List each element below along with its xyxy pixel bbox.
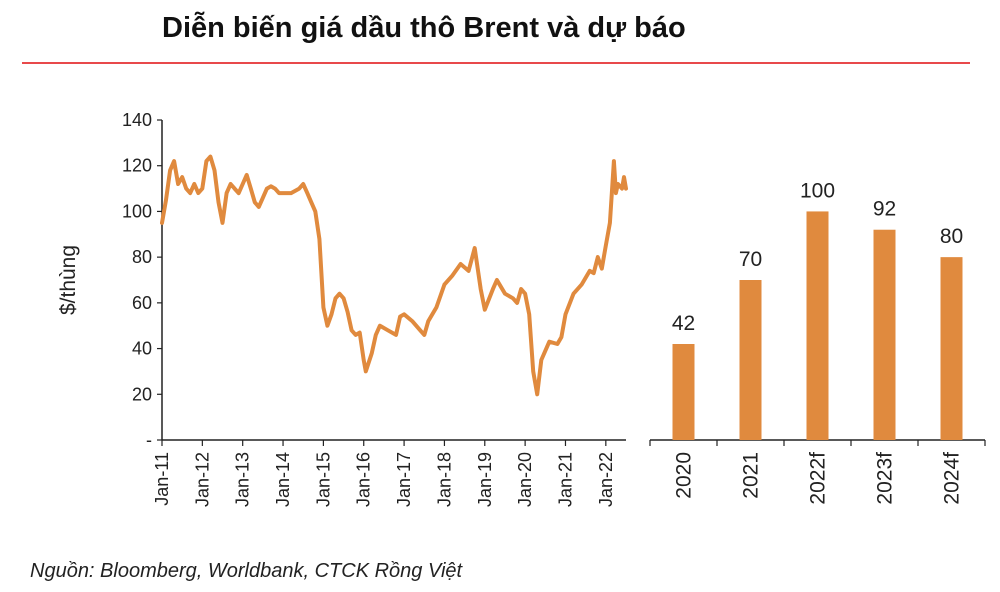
x-tick-label: Jan-17 — [394, 452, 414, 507]
bar-value-label: 92 — [873, 198, 896, 221]
bar-value-label: 70 — [739, 248, 762, 271]
x-tick-label: Jan-13 — [233, 452, 253, 507]
x-tick-label: Jan-18 — [434, 452, 454, 507]
x-tick-label: Jan-16 — [354, 452, 374, 507]
x-tick-label: Jan-11 — [152, 452, 172, 506]
brent-price-series — [160, 154, 628, 397]
bar-value-label: 100 — [800, 179, 835, 202]
brent-price-line-chart: - 20 40 60 80 100 120 140 Jan-11 Jan-12 Jan-13 Jan-… — [57, 110, 628, 507]
x-tick-label: Jan-14 — [273, 452, 293, 507]
bar-category-label: 2022f — [807, 452, 830, 505]
y-tick-label: 120 — [122, 156, 152, 176]
forecast-bar-2021 — [739, 280, 762, 440]
forecast-bar-chart: 42 2020 70 2021 100 2022f 92 2023f 80 2024f — [649, 179, 986, 505]
bar-category-label: 2020 — [673, 452, 696, 499]
x-tick-label: Jan-12 — [192, 452, 212, 507]
x-tick-label: Jan-15 — [313, 452, 333, 507]
y-tick-label: 40 — [132, 339, 152, 359]
bar-category-label: 2021 — [740, 452, 763, 499]
forecast-bar-2023f — [873, 229, 896, 440]
forecast-bar-2020 — [672, 344, 695, 440]
y-tick-label: - — [146, 430, 152, 450]
forecast-bar-2024f — [940, 257, 963, 440]
chart-title: Diễn biến giá dầu thô Brent và dự báo — [162, 12, 686, 44]
x-tick-label: Jan-21 — [555, 452, 575, 507]
x-tick-label: Jan-22 — [596, 452, 616, 507]
title-divider — [22, 62, 970, 64]
y-axis-title: $/thùng — [57, 245, 80, 315]
forecast-bar-2022f — [806, 211, 829, 440]
bar-category-label: 2024f — [941, 452, 964, 505]
bar-value-label: 80 — [940, 225, 963, 248]
x-tick-label: Jan-19 — [475, 452, 495, 507]
y-tick-label: 80 — [132, 247, 152, 267]
bar-category-label: 2023f — [874, 452, 897, 505]
y-tick-label: 60 — [132, 293, 152, 313]
bar-value-label: 42 — [672, 312, 695, 335]
x-tick-label: Jan-20 — [515, 452, 535, 507]
source-note: Nguồn: Bloomberg, Worldbank, CTCK Rồng V… — [30, 560, 463, 582]
y-tick-label: 100 — [122, 201, 152, 221]
y-tick-label: 140 — [122, 110, 152, 130]
y-tick-label: 20 — [132, 384, 152, 404]
